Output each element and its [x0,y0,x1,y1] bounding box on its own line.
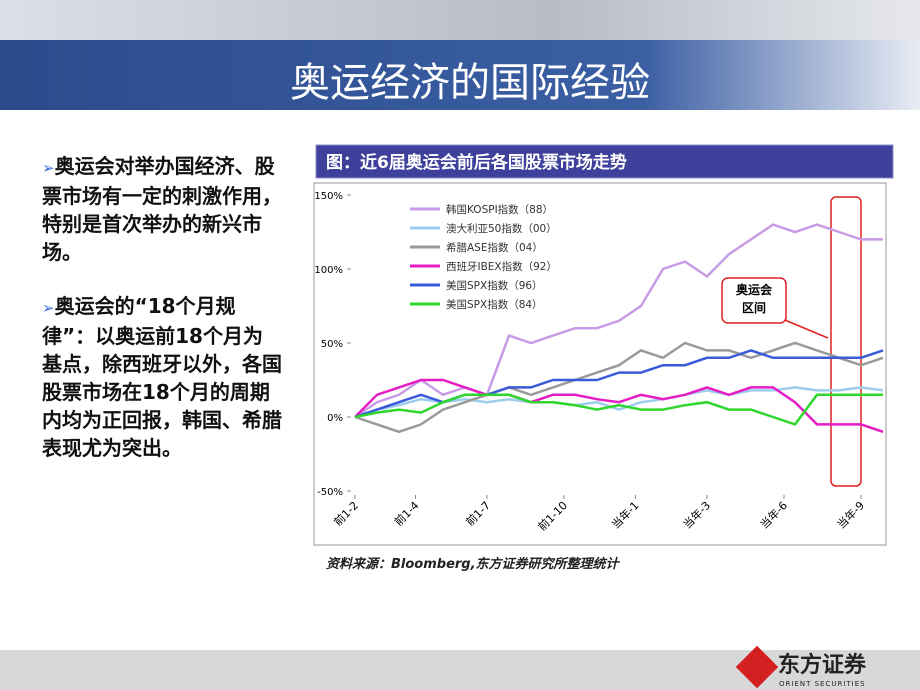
y-tick-label: 50% [321,339,343,350]
annotation: 区间 [742,300,766,315]
legend-label: 美国SPX指数（96） [446,279,543,292]
logo-mark [735,645,779,689]
logo-subtext: ORIENT SECURITIES [779,680,866,688]
legend-label: 澳大利亚50指数（00） [446,222,557,235]
chart-title: 图：近6届奥运会前后各国股票市场走势 [326,152,627,173]
series-line [354,223,883,419]
slide-title: 奥运经济的国际经验 [290,60,650,106]
plot-frame [313,182,887,546]
series-line [354,393,883,426]
y-tick-label: 100% [314,265,343,276]
top-band [0,0,920,40]
y-tick-label: 0% [327,413,343,424]
callout-box [721,277,787,324]
legend-label: 西班牙IBEX指数（92） [446,260,557,273]
series-line [354,341,884,434]
bullet-list: 奥运会对举办国经济、股票市场有一定的刺激作用，特别是首次举办的新兴市场。 奥运会… [42,152,282,488]
y-tick-label: -50% [317,487,343,498]
bullet: 奥运会对举办国经济、股票市场有一定的刺激作用，特别是首次举办的新兴市场。 [42,152,282,266]
annotation: 奥运会 [736,282,773,297]
legend-label: 美国SPX指数（84） [446,298,543,311]
legend-label: 韩国KOSPI指数（88） [446,203,553,216]
title-bar: 奥运经济的国际经验 [0,40,920,110]
highlight-box [830,196,862,487]
callout-line [779,317,829,339]
logo-text: 东方证券 [778,652,867,678]
bullet: 奥运会的“18个月规律”：以奥运前18个月为基点，除西班牙以外，各国股票市场在1… [42,292,282,462]
chart-header [315,144,894,179]
series-line [354,378,884,433]
logo: 东方证券 ORIENT SECURITIES [735,645,867,689]
source-note: 资料来源：Bloomberg,东方证券研究所整理统计 [326,556,621,572]
legend-label: 希腊ASE指数（04） [446,241,543,254]
y-tick-label: 150% [314,191,343,202]
